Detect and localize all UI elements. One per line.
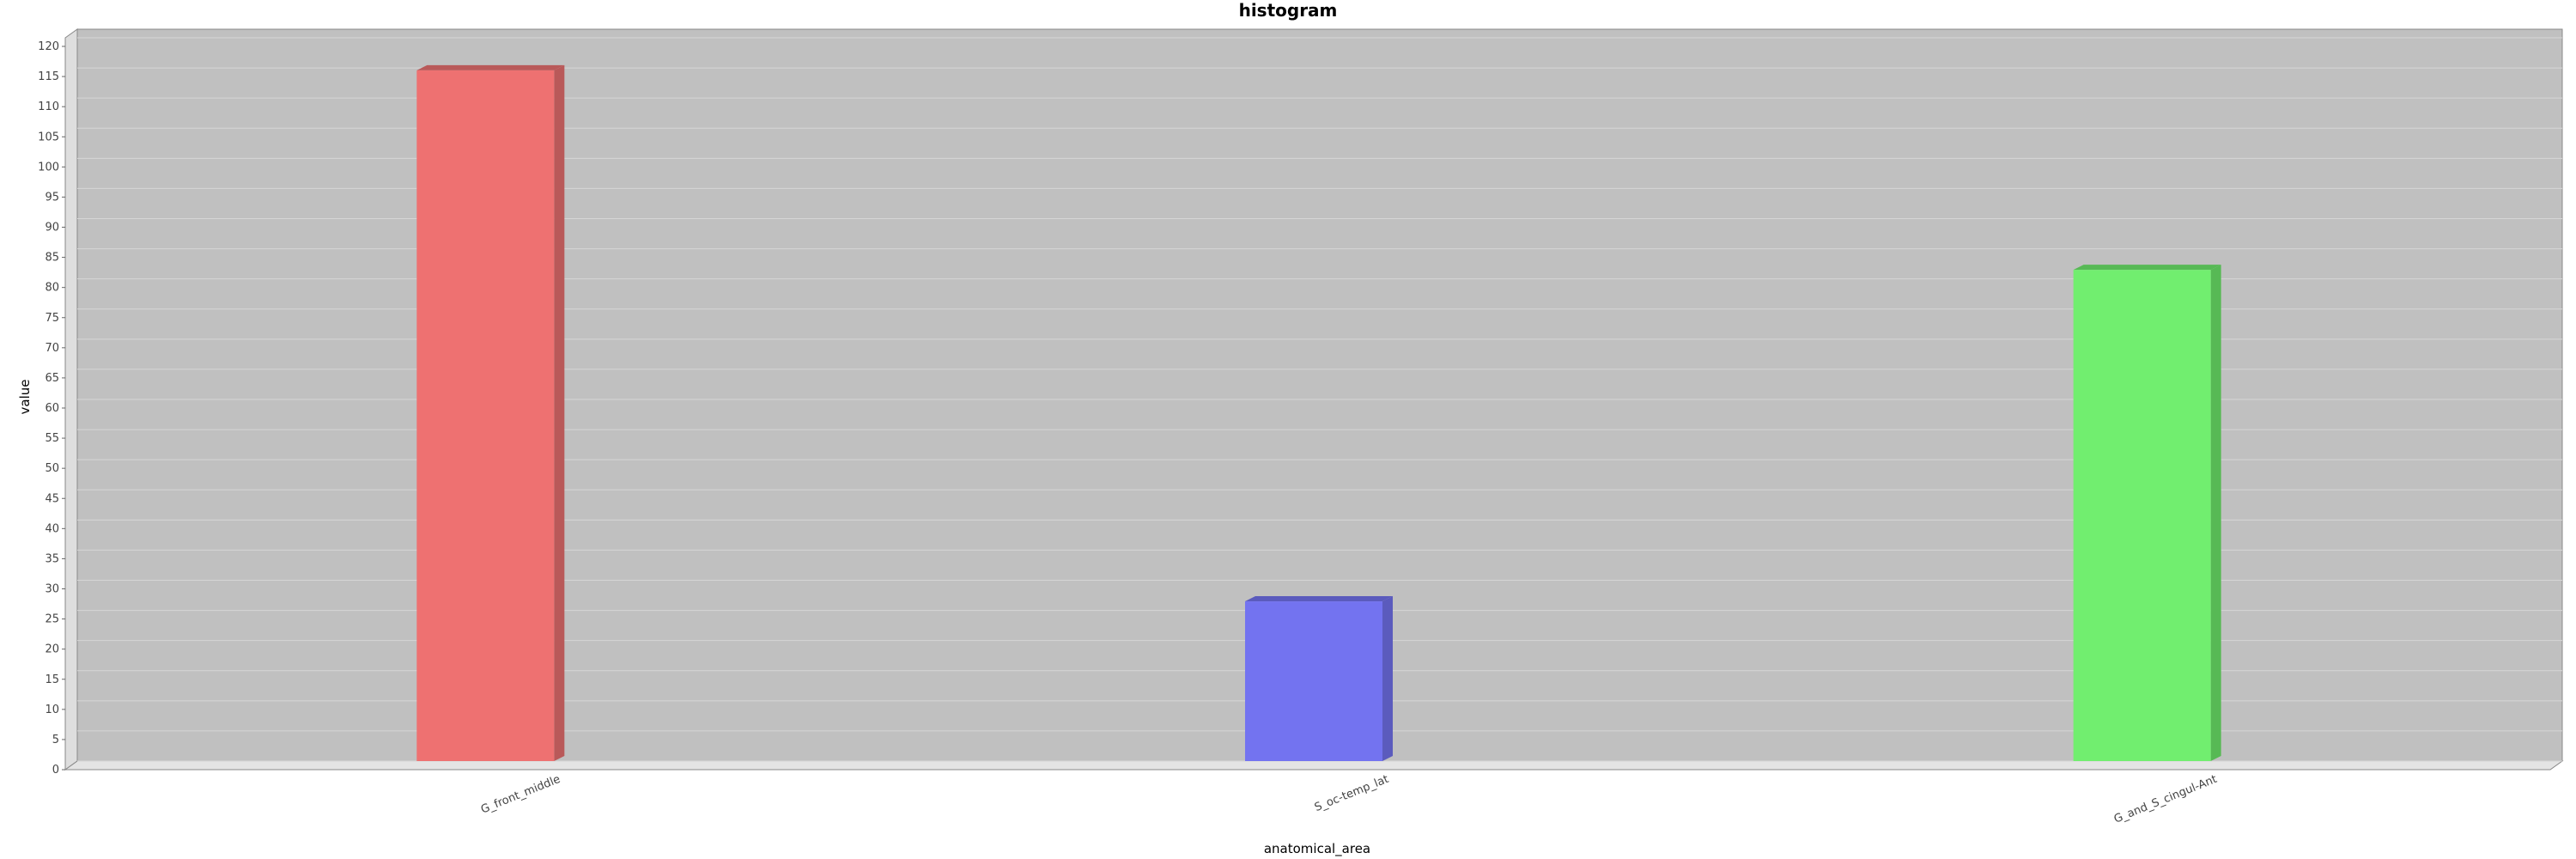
y-tick-label: 25 [45, 613, 59, 626]
y-tick-label: 60 [45, 402, 59, 415]
bar-side [1382, 596, 1393, 761]
y-tick-label: 0 [52, 764, 59, 777]
y-tick-label: 120 [38, 40, 59, 53]
y-tick-label: 95 [45, 191, 59, 204]
bar [416, 70, 555, 761]
y-tick-label: 30 [45, 583, 59, 596]
y-tick-label: 5 [52, 734, 59, 746]
y-tick-label: 50 [45, 462, 59, 475]
y-tick-label: 35 [45, 552, 59, 565]
y-tick-label: 105 [38, 131, 59, 143]
y-tick-label: 20 [45, 643, 59, 656]
x-tick-label: G_and_S_cingul-Ant [2112, 773, 2219, 826]
plot-floor [64, 760, 2564, 771]
y-axis-ticks: 0 5 10 15 20 25 30 35 40 45 50 55 60 65 70 75 80 85 90 95 10… [38, 40, 65, 777]
y-tick-label: 85 [45, 252, 59, 265]
y-tick-label: 80 [45, 282, 59, 295]
bar [2073, 270, 2211, 761]
chart-title: histogram [1239, 0, 1338, 21]
y-tick-label: 55 [45, 432, 59, 445]
y-tick-label: 115 [38, 70, 59, 83]
x-axis-label: anatomical_area [1264, 841, 1370, 857]
plot-left-wall [64, 28, 78, 771]
y-tick-label: 110 [38, 101, 59, 113]
y-tick-label: 75 [45, 312, 59, 325]
x-tick-label: G_front_middle [479, 773, 562, 817]
y-tick-label: 65 [45, 372, 59, 385]
bars [416, 64, 2221, 761]
bar-side [554, 64, 565, 761]
bar-top [416, 64, 565, 70]
bar-top [1245, 596, 1393, 602]
y-tick-label: 100 [38, 161, 59, 174]
y-tick-label: 70 [45, 342, 59, 355]
bar-side [2210, 265, 2221, 761]
y-axis-label: value [17, 380, 33, 415]
y-tick-label: 45 [45, 492, 59, 505]
y-tick-label: 15 [45, 673, 59, 686]
bar-top [2073, 265, 2221, 271]
x-axis-categories: G_front_middle S_oc-temp_lat G_and_S_cingu… [479, 773, 2219, 826]
x-tick-label: S_oc-temp_lat [1313, 773, 1391, 814]
bar [1245, 601, 1382, 761]
y-tick-label: 40 [45, 522, 59, 535]
y-tick-label: 10 [45, 704, 59, 716]
y-tick-label: 90 [45, 222, 59, 235]
